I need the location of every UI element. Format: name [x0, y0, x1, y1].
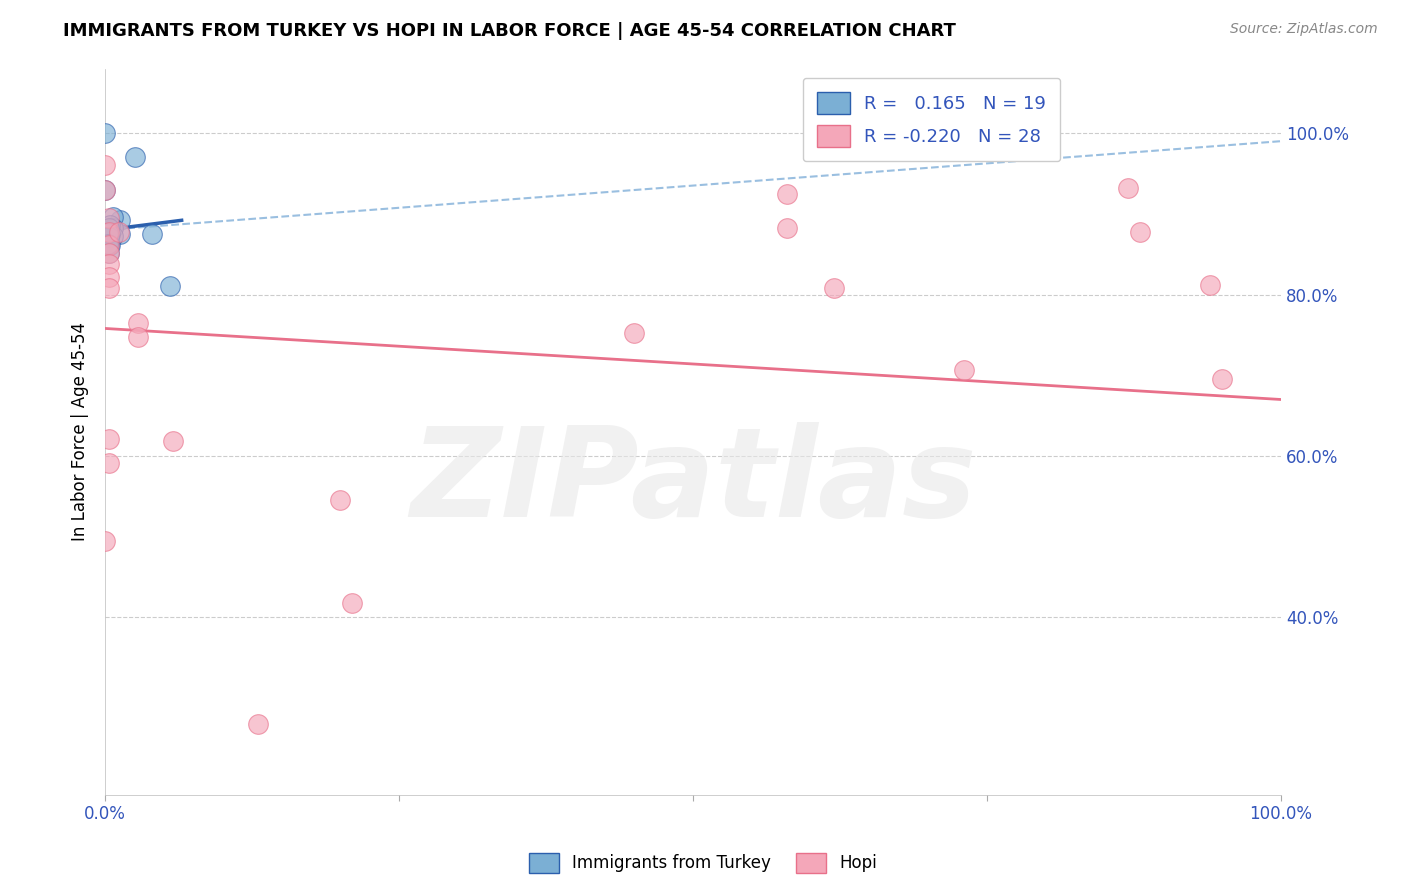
Point [97, 230, 120, 244]
Point [97, 237, 120, 252]
Point [94, 158, 117, 172]
Point [127, 316, 149, 330]
Y-axis label: In Labor Force | Age 45-54: In Labor Force | Age 45-54 [72, 322, 89, 541]
Text: IMMIGRANTS FROM TURKEY VS HOPI IN LABOR FORCE | AGE 45-54 CORRELATION CHART: IMMIGRANTS FROM TURKEY VS HOPI IN LABOR … [63, 22, 956, 40]
Point [97, 237, 120, 252]
Point [776, 220, 799, 235]
Point [623, 326, 645, 341]
Point [110, 227, 132, 241]
Point [127, 329, 149, 343]
Point [340, 596, 363, 610]
Point [776, 186, 799, 201]
Legend: R =   0.165   N = 19, R = -0.220   N = 28: R = 0.165 N = 19, R = -0.220 N = 28 [803, 78, 1060, 161]
Point [94, 183, 117, 197]
Point [97, 211, 120, 225]
Point [97, 225, 120, 239]
Point [247, 717, 270, 731]
Legend: Immigrants from Turkey, Hopi: Immigrants from Turkey, Hopi [522, 847, 884, 880]
Point [94, 126, 117, 140]
Point [98, 227, 121, 241]
Point [823, 281, 845, 295]
Point [1116, 181, 1139, 195]
Point [97, 245, 120, 260]
Point [124, 150, 146, 164]
Point [94, 183, 117, 197]
Text: Source: ZipAtlas.com: Source: ZipAtlas.com [1230, 22, 1378, 37]
Point [97, 432, 120, 446]
Point [97, 257, 120, 271]
Point [159, 279, 181, 293]
Point [97, 269, 120, 284]
Point [103, 229, 125, 244]
Point [97, 281, 120, 295]
Point [1129, 225, 1152, 239]
Point [94, 533, 117, 548]
Point [97, 221, 120, 235]
Point [97, 246, 120, 260]
Point [103, 210, 125, 224]
Text: ZIPatlas: ZIPatlas [409, 422, 976, 543]
Point [103, 221, 125, 235]
Point [1199, 277, 1222, 292]
Point [108, 225, 131, 239]
Point [98, 218, 121, 232]
Point [97, 456, 120, 470]
Point [110, 213, 132, 227]
Point [329, 493, 352, 508]
Point [97, 226, 120, 240]
Point [141, 227, 163, 241]
Point [97, 236, 120, 251]
Point [1211, 372, 1233, 386]
Point [162, 434, 184, 449]
Point [952, 363, 974, 377]
Point [98, 237, 121, 252]
